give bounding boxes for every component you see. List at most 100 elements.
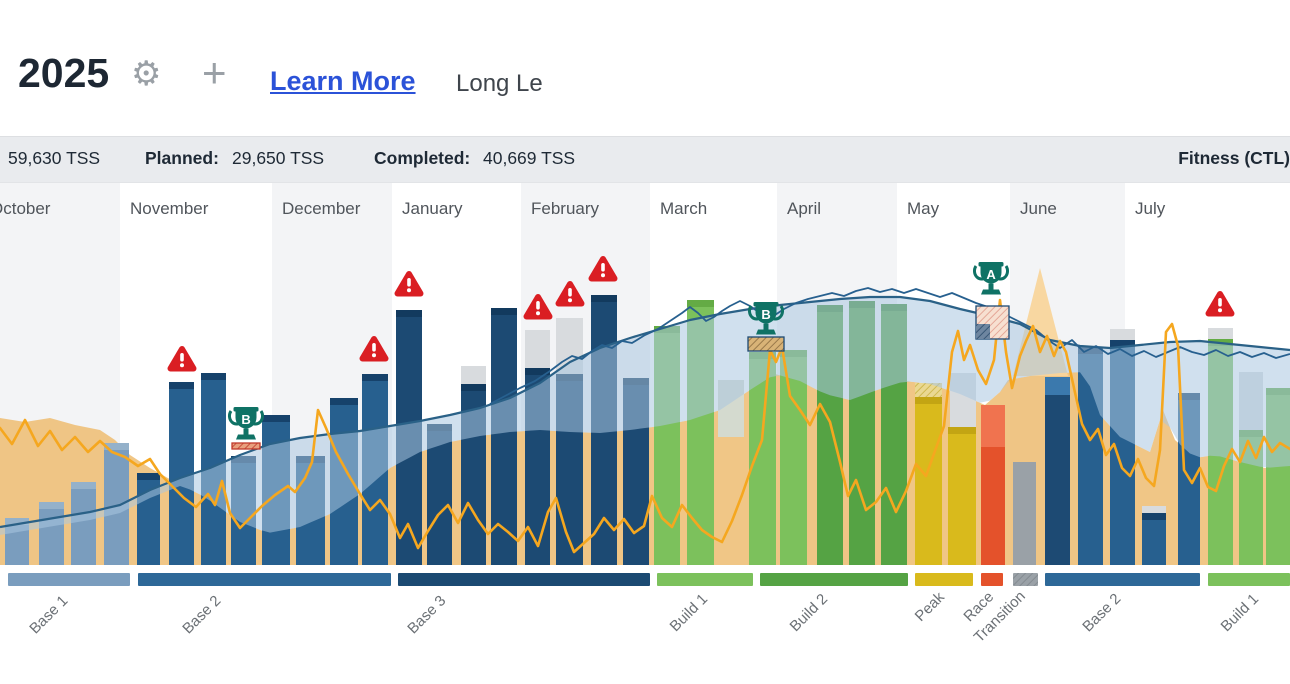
week-bar[interactable] xyxy=(1045,377,1070,565)
warning-icon[interactable] xyxy=(167,346,197,372)
week-bar-seg xyxy=(981,405,1005,447)
phase-bar-build-2[interactable] xyxy=(760,573,908,586)
warning-exclaim-dot xyxy=(1218,308,1222,313)
week-bar-cap xyxy=(461,384,486,391)
month-label: November xyxy=(130,199,209,218)
phase-bar-peak[interactable] xyxy=(915,573,973,586)
warning-icon[interactable] xyxy=(1205,291,1235,317)
fitness-ctl-label[interactable]: Fitness (CTL) xyxy=(1178,148,1290,168)
trophy-base xyxy=(756,329,776,335)
phase-bar-build-1[interactable] xyxy=(1208,573,1290,586)
trophy-rim xyxy=(978,262,1004,267)
add-plus-icon[interactable]: + xyxy=(202,49,227,96)
week-bar[interactable] xyxy=(39,502,64,565)
week-bar-body xyxy=(948,434,976,565)
week-bar-cap xyxy=(1142,513,1166,520)
week-bar[interactable] xyxy=(981,405,1005,565)
month-label: July xyxy=(1135,199,1166,218)
phase-bar-base-3[interactable] xyxy=(398,573,650,586)
week-bar-body xyxy=(1142,520,1166,565)
week-bar-body xyxy=(427,431,452,565)
week-bar-cap xyxy=(104,443,129,450)
week-bar-cap xyxy=(39,502,64,509)
warning-exclaim-bar xyxy=(568,288,572,297)
warning-exclaim-dot xyxy=(407,288,411,293)
week-bar[interactable] xyxy=(71,482,96,565)
trophy-base xyxy=(981,289,1001,295)
week-bar-cap xyxy=(1110,340,1135,347)
user-name-label: Long Le xyxy=(456,70,543,97)
race-pedestal-marker xyxy=(976,324,990,339)
warning-icon[interactable] xyxy=(359,336,389,362)
month-label: June xyxy=(1020,199,1057,218)
warning-exclaim-bar xyxy=(407,278,411,287)
week-bar[interactable] xyxy=(915,397,942,565)
warning-icon[interactable] xyxy=(555,281,585,307)
week-bar-cap xyxy=(1013,462,1036,469)
month-label: April xyxy=(787,199,821,218)
phase-bar-race[interactable] xyxy=(981,573,1003,586)
week-bar-body xyxy=(915,404,942,565)
week-bar-cap xyxy=(687,300,714,307)
tss-summary-bar: 59,630 TSS Planned: 29,650 TSS Completed… xyxy=(0,136,1290,183)
week-bar-cap xyxy=(137,473,160,480)
phase-label: Base 2 xyxy=(1079,590,1124,635)
month-label: February xyxy=(531,199,600,218)
week-bar-cap xyxy=(591,295,617,302)
warning-icon[interactable] xyxy=(588,256,618,282)
phase-bar-base-1[interactable] xyxy=(8,573,130,586)
warning-exclaim-dot xyxy=(601,273,605,278)
trophy-cup xyxy=(755,306,777,324)
week-bar-body xyxy=(71,489,96,565)
week-bar-body xyxy=(491,315,517,565)
warning-exclaim-bar xyxy=(1218,298,1222,307)
week-bar[interactable] xyxy=(491,308,517,565)
week-bar[interactable] xyxy=(948,427,976,565)
warning-exclaim-dot xyxy=(372,353,376,358)
settings-gear-icon[interactable]: ⚙ xyxy=(131,54,162,94)
race-trophy-icon-a[interactable]: A xyxy=(973,262,1009,295)
week-bar-body xyxy=(1013,469,1036,565)
race-trophy-icon-b[interactable]: B xyxy=(228,407,264,440)
phase-label: Base 1 xyxy=(26,592,71,637)
fitness-ctl-area xyxy=(0,297,1290,535)
week-bar-cap xyxy=(915,397,942,404)
race-trophy-icon-b[interactable]: B xyxy=(748,302,784,335)
plan-year-title: 2025 xyxy=(18,50,110,96)
week-bar[interactable] xyxy=(1142,513,1166,565)
warning-exclaim-bar xyxy=(180,353,184,362)
phase-label: Build 1 xyxy=(667,591,711,635)
trophy-rim xyxy=(753,302,779,307)
phase-bar-base-2[interactable] xyxy=(1045,573,1200,586)
phase-bar-build-1[interactable] xyxy=(657,573,753,586)
warning-exclaim-bar xyxy=(536,301,540,310)
atp-chart[interactable]: B B A Base 1 Base 2 Base 3 Build 1 Build 2 Peak R… xyxy=(0,183,1290,684)
phase-bar-transition[interactable] xyxy=(1013,573,1038,586)
month-label: December xyxy=(282,199,361,218)
phase-bar-base-2[interactable] xyxy=(138,573,391,586)
completed-label: Completed: xyxy=(374,148,471,168)
week-bar-body xyxy=(591,302,617,565)
completed-tss-value: 40,669 TSS xyxy=(483,148,576,168)
learn-more-link[interactable]: Learn More xyxy=(270,66,416,96)
week-bar[interactable] xyxy=(780,350,807,565)
week-bar-body xyxy=(780,357,807,565)
fitness-planned-line xyxy=(0,295,1290,529)
week-bar[interactable] xyxy=(1013,462,1036,565)
warning-icon[interactable] xyxy=(394,271,424,297)
week-bar-cap xyxy=(491,308,517,315)
month-label: May xyxy=(907,199,940,218)
hatched-planned-cap xyxy=(915,383,942,397)
month-label: January xyxy=(402,199,463,218)
week-bar-cap xyxy=(262,415,290,422)
week-bar-cap xyxy=(396,310,422,317)
week-bar-cap xyxy=(201,373,226,380)
fitness-actual-line xyxy=(489,287,1290,405)
week-bar-cap xyxy=(362,374,388,381)
week-bar-seg xyxy=(1045,395,1070,565)
warning-icon[interactable] xyxy=(523,294,553,320)
week-bar-seg xyxy=(981,447,1005,565)
phase-label: Build 1 xyxy=(1218,591,1262,635)
week-bar-seg xyxy=(1045,377,1070,395)
